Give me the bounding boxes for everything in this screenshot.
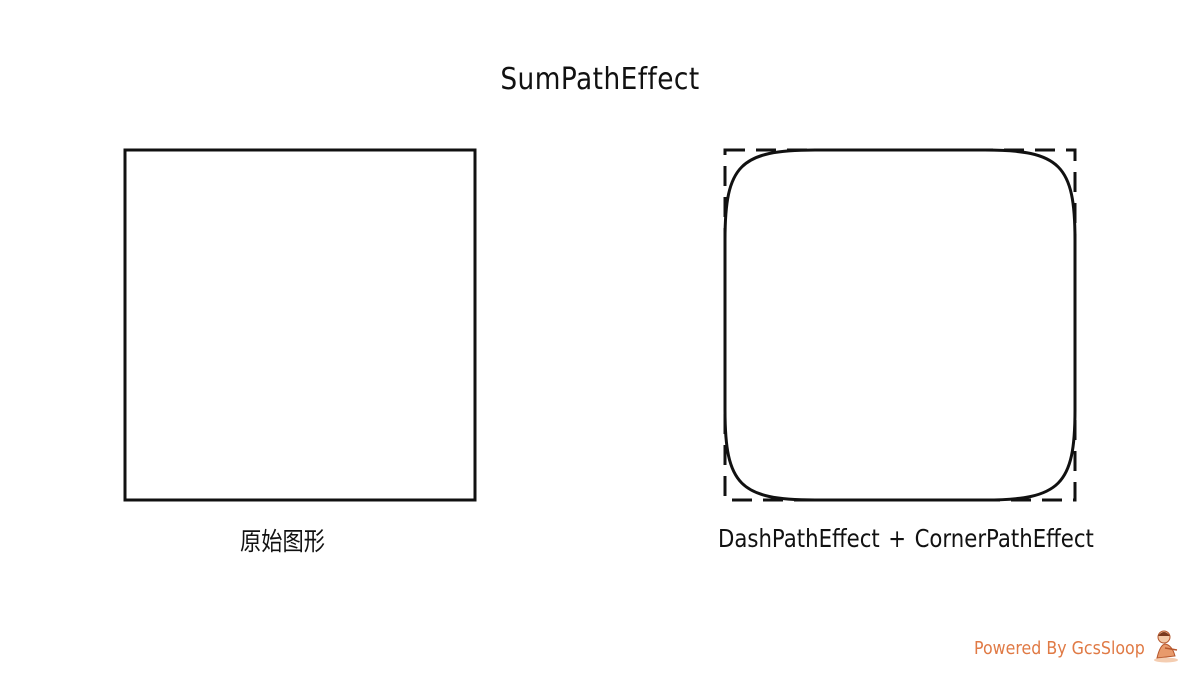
dash-effect-label: DashPathEffect: [718, 524, 880, 553]
rounded-square: [723, 148, 1077, 502]
sum-effect-caption: DashPathEffect + CornerPathEffect: [718, 524, 1094, 553]
corner-effect-label: CornerPathEffect: [914, 524, 1094, 553]
dashed-square: [723, 148, 1077, 502]
original-square: [123, 148, 477, 502]
plus-operator: +: [888, 524, 907, 553]
page-title: SumPathEffect: [500, 62, 700, 97]
original-shape-caption: 原始图形: [240, 527, 326, 556]
footer-credit: Powered By GcsSloop: [974, 638, 1145, 659]
mascot-logo-icon: [1154, 630, 1178, 663]
